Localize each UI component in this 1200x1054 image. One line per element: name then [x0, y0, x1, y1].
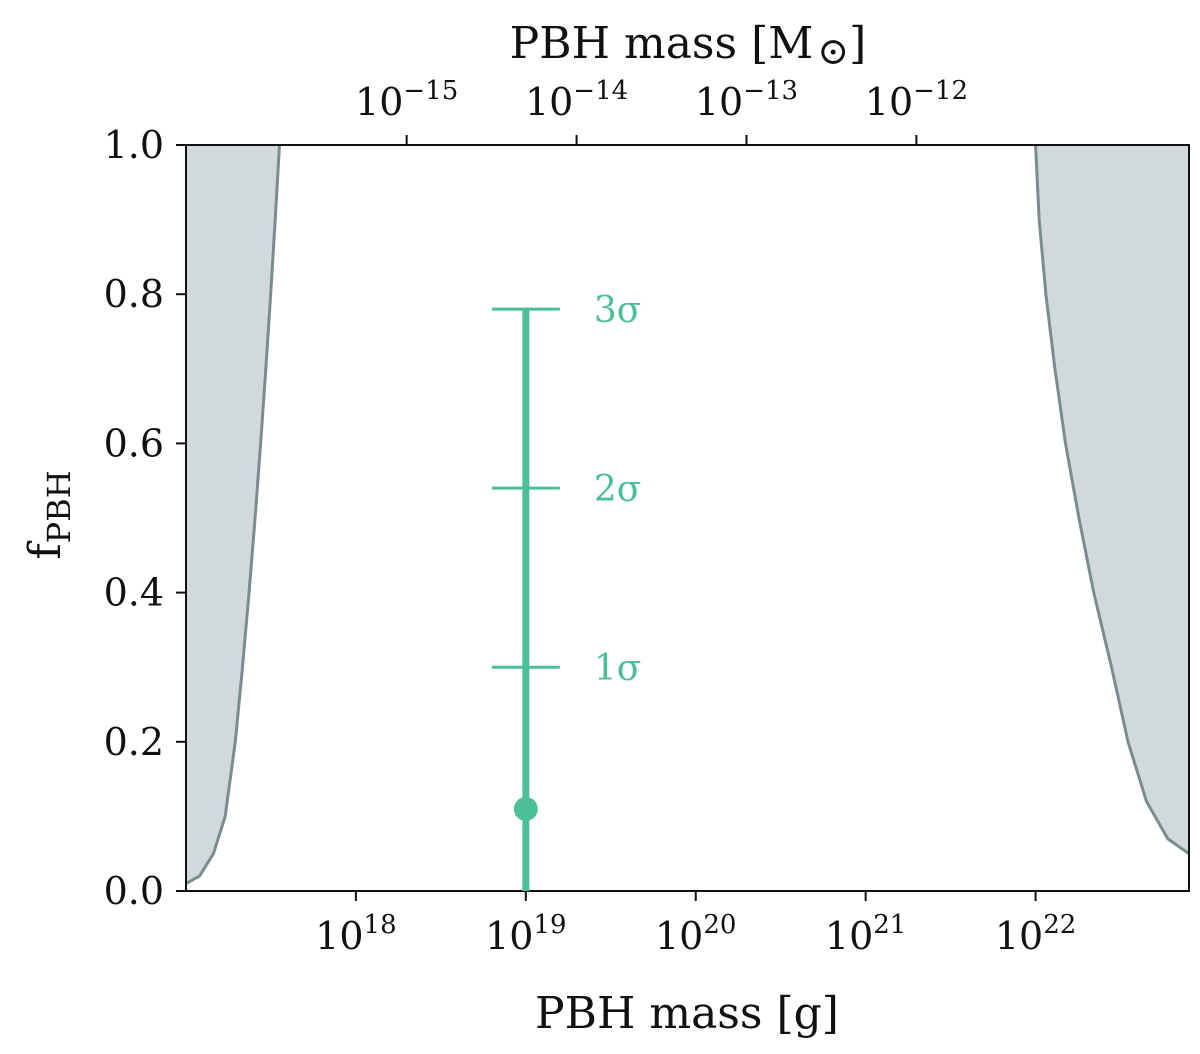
solar-mass-symbol: ⊙: [817, 29, 849, 73]
x2-tick-label: 10−13: [695, 76, 798, 124]
sigma-label: 1σ: [594, 648, 641, 689]
x-tick-label: 1022: [995, 910, 1076, 958]
y-tick-label: 0.6: [104, 421, 164, 465]
estimate-marks: 1σ 2σ 3σ: [491, 290, 641, 891]
y-tick-label: 0.0: [104, 869, 164, 913]
excluded-region-high-mass: [1035, 145, 1189, 891]
x2-axis-label-text: PBH mass [M: [510, 18, 814, 69]
sigma-label: 2σ: [594, 469, 641, 510]
excluded-regions: [185, 144, 1190, 891]
excluded-region-low-mass: [186, 145, 280, 891]
plot-frame: [185, 144, 1190, 892]
excluded-boundary-high-mass: [1034, 144, 1190, 855]
x2-axis-label-close: ]: [849, 18, 866, 69]
y-axis-label-main: f: [20, 541, 71, 560]
x-axis-label: PBH mass [g]: [535, 988, 839, 1039]
y-axis-label-sub: PBH: [40, 470, 78, 543]
x-tick-label: 1018: [315, 910, 396, 958]
x-tick-label: 1020: [655, 910, 736, 958]
x2-axis-label: PBH mass [M ⊙]: [510, 18, 867, 73]
y-axis-ticks: 0.0 0.2 0.4 0.6 0.8 1.0: [104, 123, 186, 913]
y-axis-label: fPBH: [20, 470, 78, 559]
x2-tick-label: 10−14: [525, 76, 628, 124]
x2-tick-label: 10−12: [865, 76, 968, 124]
x-tick-label: 1021: [825, 910, 906, 958]
sigma-label: 3σ: [594, 290, 641, 331]
x-axis-ticks: 1018 1019 1020 1021 1022: [315, 891, 1076, 958]
y-tick-label: 0.2: [104, 720, 164, 764]
point-estimate: [513, 796, 538, 821]
excluded-boundary-low-mass: [185, 144, 281, 885]
x2-axis-ticks: 10−15 10−14 10−13 10−12: [355, 76, 968, 145]
y-tick-label: 0.8: [104, 272, 164, 316]
y-tick-label: 0.4: [104, 571, 164, 615]
x-tick-label: 1019: [485, 910, 566, 958]
y-tick-label: 1.0: [104, 123, 164, 167]
x2-tick-label: 10−15: [355, 76, 458, 124]
